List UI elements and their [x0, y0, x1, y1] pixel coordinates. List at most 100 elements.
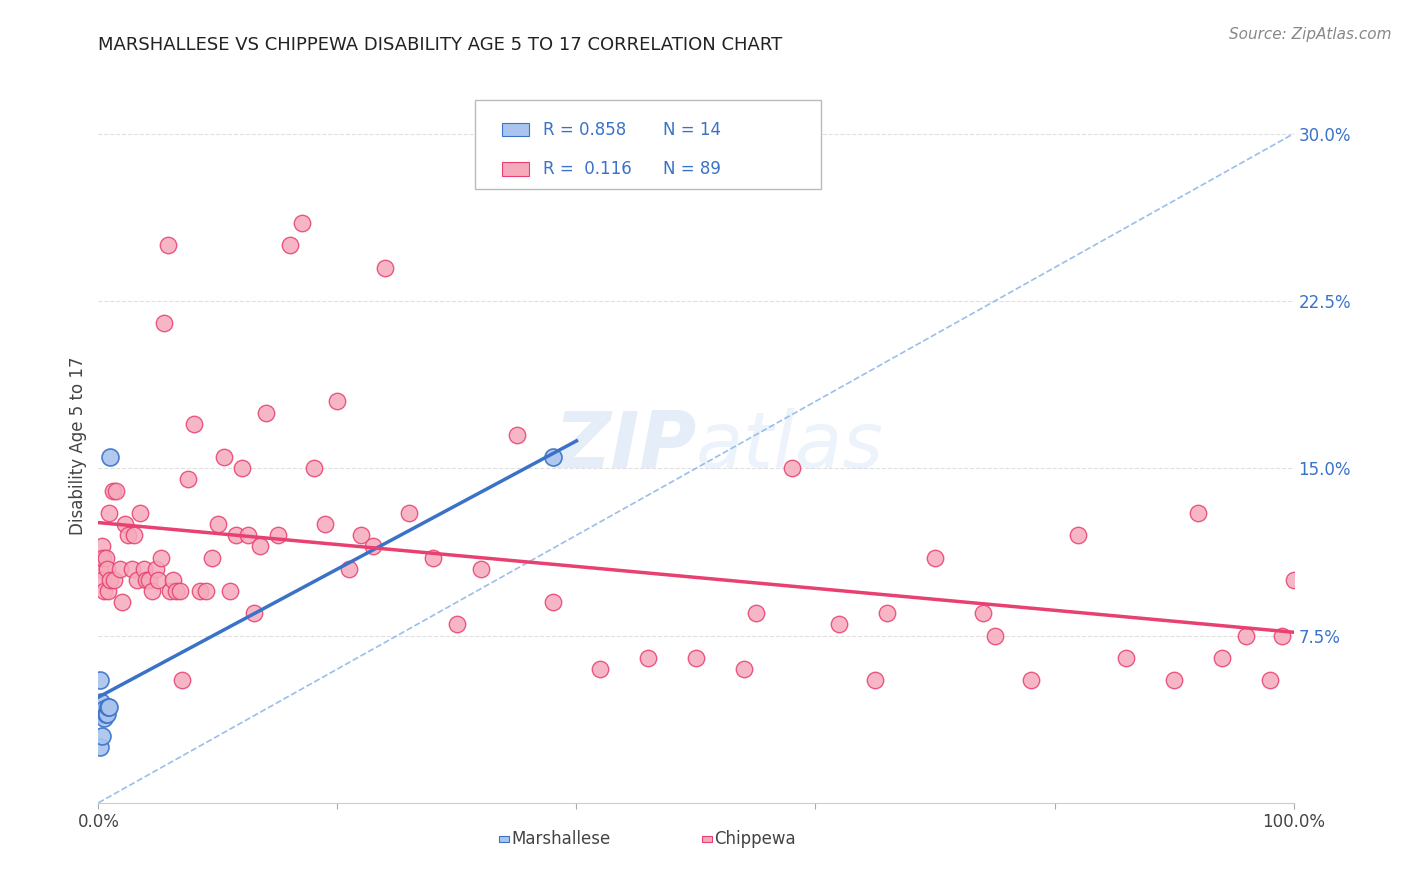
- Point: [135, 573, 157, 587]
- Point: [254, 405, 277, 420]
- Point: [91, 729, 114, 743]
- Point: [93, 711, 115, 725]
- Point: [876, 607, 898, 621]
- Point: [231, 461, 253, 475]
- Point: [183, 417, 205, 431]
- Text: MARSHALLESE VS CHIPPEWA DISABILITY AGE 5 TO 17 CORRELATION CHART: MARSHALLESE VS CHIPPEWA DISABILITY AGE 5…: [98, 36, 783, 54]
- Point: [91, 706, 114, 721]
- Point: [225, 528, 247, 542]
- Point: [125, 573, 148, 587]
- FancyBboxPatch shape: [702, 836, 713, 842]
- Text: Source: ZipAtlas.com: Source: ZipAtlas.com: [1229, 27, 1392, 42]
- FancyBboxPatch shape: [499, 836, 509, 842]
- Point: [972, 607, 994, 621]
- Point: [315, 517, 337, 532]
- Y-axis label: Disability Age 5 to 17: Disability Age 5 to 17: [69, 357, 87, 535]
- Point: [326, 394, 349, 409]
- FancyBboxPatch shape: [502, 123, 529, 136]
- Point: [290, 216, 312, 230]
- Point: [1067, 528, 1090, 542]
- Point: [165, 583, 187, 598]
- Point: [745, 607, 768, 621]
- Point: [138, 573, 160, 587]
- Point: [93, 702, 115, 716]
- Point: [145, 562, 167, 576]
- Point: [1115, 651, 1137, 665]
- Point: [350, 528, 373, 542]
- Text: N = 89: N = 89: [662, 160, 720, 178]
- Text: Marshallese: Marshallese: [512, 830, 610, 848]
- Point: [153, 317, 176, 331]
- Point: [90, 696, 112, 710]
- Point: [132, 562, 155, 576]
- Point: [89, 673, 111, 687]
- Point: [98, 450, 122, 465]
- Point: [96, 562, 118, 576]
- Point: [194, 583, 217, 598]
- Point: [363, 539, 385, 553]
- Point: [111, 595, 134, 609]
- Point: [236, 528, 259, 542]
- Point: [94, 706, 117, 721]
- Point: [398, 506, 420, 520]
- Point: [924, 550, 946, 565]
- Point: [1019, 673, 1042, 687]
- Point: [97, 583, 120, 598]
- Point: [243, 607, 266, 621]
- Point: [172, 673, 194, 687]
- Text: Chippewa: Chippewa: [714, 830, 796, 848]
- Point: [1258, 673, 1281, 687]
- Point: [207, 517, 229, 532]
- Point: [124, 528, 146, 542]
- Point: [1211, 651, 1233, 665]
- Point: [422, 550, 444, 565]
- Point: [97, 699, 120, 714]
- Point: [91, 706, 114, 721]
- Point: [863, 673, 886, 687]
- Point: [1271, 628, 1294, 642]
- Point: [91, 539, 114, 553]
- Point: [98, 699, 121, 714]
- Point: [159, 583, 181, 598]
- Text: N = 14: N = 14: [662, 120, 720, 138]
- Point: [506, 427, 529, 442]
- Point: [541, 595, 564, 609]
- Point: [89, 562, 111, 576]
- Point: [541, 450, 564, 465]
- Point: [589, 662, 612, 676]
- Point: [105, 483, 128, 498]
- Point: [1282, 573, 1305, 587]
- Point: [93, 583, 115, 598]
- Point: [278, 238, 301, 252]
- Point: [983, 628, 1005, 642]
- FancyBboxPatch shape: [475, 100, 821, 189]
- Point: [91, 550, 114, 565]
- Point: [219, 583, 242, 598]
- Point: [96, 706, 118, 721]
- Point: [374, 260, 396, 275]
- Point: [212, 450, 235, 465]
- Point: [733, 662, 755, 676]
- Text: ZIP: ZIP: [554, 408, 696, 484]
- Point: [141, 583, 163, 598]
- Point: [91, 573, 114, 587]
- Point: [90, 550, 112, 565]
- Point: [162, 573, 184, 587]
- Text: R = 0.858: R = 0.858: [543, 120, 626, 138]
- Point: [156, 238, 179, 252]
- Point: [177, 473, 200, 487]
- Point: [1187, 506, 1209, 520]
- Point: [828, 617, 851, 632]
- Text: atlas: atlas: [696, 408, 884, 484]
- Text: R =  0.116: R = 0.116: [543, 160, 631, 178]
- Point: [101, 483, 124, 498]
- Point: [337, 562, 360, 576]
- Point: [114, 517, 136, 532]
- Point: [117, 528, 139, 542]
- Point: [121, 562, 143, 576]
- Point: [249, 539, 271, 553]
- Point: [149, 550, 172, 565]
- Point: [446, 617, 468, 632]
- Point: [1163, 673, 1185, 687]
- Point: [201, 550, 224, 565]
